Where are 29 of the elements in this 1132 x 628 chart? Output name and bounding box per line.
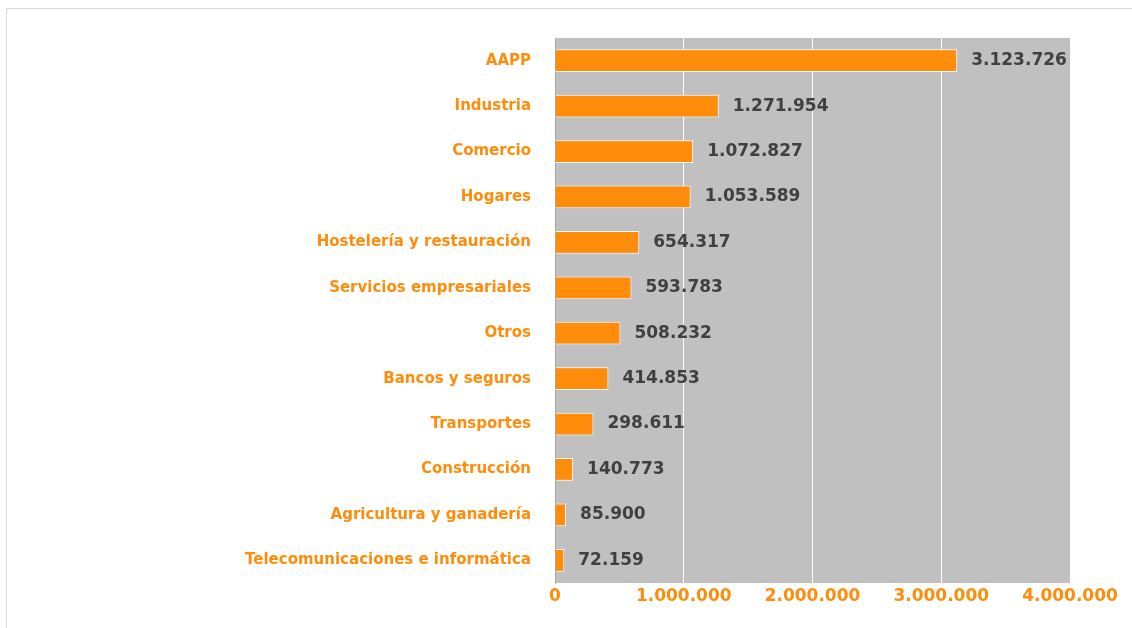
y-tick-label: Hogares xyxy=(460,186,532,205)
x-tick-label: 3.000.000 xyxy=(893,584,990,605)
x-tick-label: 4.000.000 xyxy=(1022,584,1119,605)
data-label: 414.853 xyxy=(622,367,700,388)
data-label: 1.271.954 xyxy=(732,94,829,115)
y-tick-label: Otros xyxy=(484,323,532,342)
data-label: 1.072.827 xyxy=(707,139,803,160)
data-label: 593.783 xyxy=(645,276,723,297)
x-tick-label: 2.000.000 xyxy=(764,584,861,605)
data-label: 508.232 xyxy=(634,321,712,342)
y-tick-label: Hostelería y restauración xyxy=(316,232,531,251)
y-tick-label: Telecomunicaciones e informática xyxy=(245,550,531,569)
y-tick-label: Construcción xyxy=(420,459,531,478)
y-tick-label: Comercio xyxy=(452,141,531,160)
data-label: 140.773 xyxy=(587,457,665,478)
x-tick-label: 0 xyxy=(549,584,562,605)
data-label: 3.123.726 xyxy=(971,49,1067,70)
y-tick-label: Servicios empresariales xyxy=(329,277,532,296)
x-tick-label: 1.000.000 xyxy=(635,584,732,605)
data-label: 85.900 xyxy=(580,503,646,524)
data-label: 1.053.589 xyxy=(704,185,801,206)
data-label: 72.159 xyxy=(578,548,644,569)
y-tick-label: AAPP xyxy=(485,50,531,69)
y-tick-label: Agricultura y ganadería xyxy=(330,504,531,523)
y-tick-label: Transportes xyxy=(430,413,532,432)
data-label: 298.611 xyxy=(607,412,685,433)
y-tick-label: Bancos y seguros xyxy=(383,368,532,387)
y-tick-label: Industria xyxy=(454,96,531,115)
data-label: 654.317 xyxy=(653,230,731,251)
